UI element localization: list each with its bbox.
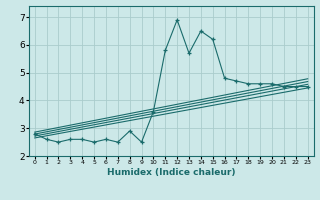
X-axis label: Humidex (Indice chaleur): Humidex (Indice chaleur) [107, 168, 236, 177]
